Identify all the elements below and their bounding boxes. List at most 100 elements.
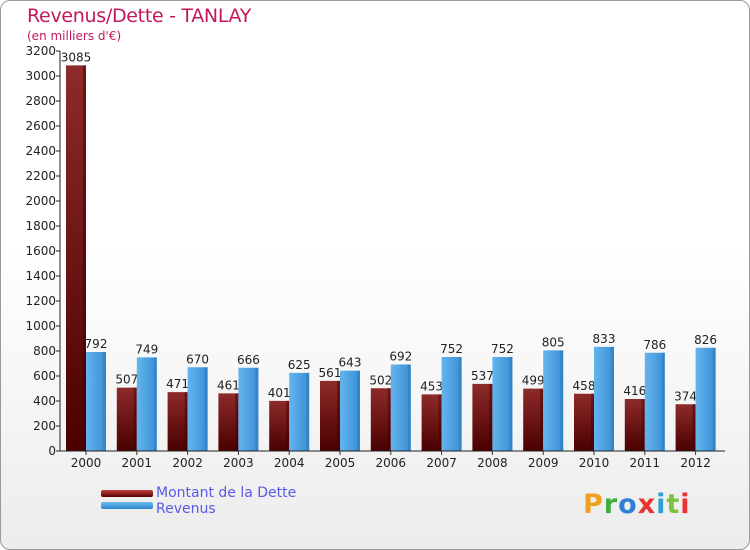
bar-revenus-2006: [390, 364, 411, 451]
bar-shade-revenus-2009: [560, 350, 564, 451]
legend-swatch-revenus: [101, 502, 153, 509]
bar-shade-dette-2000: [83, 65, 86, 451]
bar-revenus-2009: [543, 350, 564, 451]
y-tick-label: 1800: [25, 219, 56, 233]
x-tick-label: 2010: [579, 456, 610, 470]
y-tick-label: 200: [33, 419, 56, 433]
bar-dette-2004: [269, 400, 290, 451]
bar-shade-revenus-2008: [509, 357, 513, 451]
value-label-revenus-2002: 670: [186, 352, 209, 366]
bar-shade-revenus-2005: [357, 370, 360, 451]
bar-revenus-2010: [594, 346, 614, 451]
bar-dette-2005: [320, 380, 340, 451]
y-tick-label: 1200: [25, 294, 56, 308]
chart-title: Revenus/Dette - TANLAY: [27, 5, 252, 27]
bar-shade-dette-2006: [387, 388, 391, 451]
logo-letter: P: [583, 489, 604, 520]
bar-revenus-2005: [340, 370, 360, 451]
value-label-dette-2003: 461: [217, 378, 240, 392]
value-label-dette-2005: 561: [319, 366, 342, 380]
bar-revenus-2011: [644, 352, 665, 451]
bar-shade-dette-2001: [133, 387, 137, 451]
value-label-revenus-2003: 666: [237, 353, 260, 367]
y-tick-label: 400: [33, 394, 56, 408]
logo-letter: t: [666, 489, 681, 520]
value-label-revenus-2006: 692: [389, 350, 412, 364]
bar-shade-revenus-2001: [153, 357, 157, 451]
logo-letter: i: [680, 489, 691, 520]
bar-shade-dette-2012: [692, 404, 696, 451]
value-label-revenus-2007: 752: [440, 342, 463, 356]
bar-dette-2002: [167, 392, 188, 451]
value-label-dette-2001: 507: [115, 373, 138, 387]
bar-revenus-2001: [136, 357, 157, 451]
bar-dette-2003: [218, 393, 239, 451]
legend-label-revenus: Revenus: [156, 501, 216, 517]
logo-letter: i: [656, 489, 667, 520]
bar-dette-2008: [472, 383, 493, 451]
y-tick-label: 600: [33, 369, 56, 383]
bar-shade-revenus-2004: [306, 372, 310, 451]
y-tick-label: 0: [48, 444, 56, 458]
value-label-revenus-2009: 805: [542, 335, 565, 349]
bar-revenus-2002: [187, 367, 208, 451]
bar-shade-dette-2008: [489, 383, 493, 451]
bar-shade-dette-2009: [540, 388, 544, 451]
bar-revenus-2003: [238, 367, 259, 451]
logo-letter: r: [603, 489, 619, 520]
bar-shade-revenus-2011: [661, 352, 665, 451]
bar-shade-revenus-2002: [204, 367, 208, 451]
y-tick-label: 1400: [25, 269, 56, 283]
value-label-dette-2006: 502: [369, 373, 392, 387]
value-label-dette-2002: 471: [166, 377, 189, 391]
value-label-revenus-2005: 643: [339, 356, 362, 370]
x-tick-label: 2009: [528, 456, 559, 470]
bar-dette-2001: [116, 387, 137, 451]
value-label-dette-2011: 416: [623, 384, 646, 398]
bar-dette-2000: [66, 65, 86, 451]
x-tick-label: 2008: [477, 456, 508, 470]
bar-revenus-2000: [86, 352, 106, 451]
x-tick-label: 2002: [172, 456, 203, 470]
x-tick-label: 2000: [71, 456, 102, 470]
legend-swatch-dette: [101, 490, 153, 497]
y-tick-label: 1000: [25, 319, 56, 333]
bar-dette-2012: [675, 404, 696, 451]
y-tick-label: 800: [33, 344, 56, 358]
value-label-revenus-2011: 786: [643, 338, 666, 352]
x-tick-label: 2005: [325, 456, 356, 470]
value-label-dette-2008: 537: [471, 369, 494, 383]
bar-dette-2011: [624, 399, 645, 451]
bar-shade-revenus-2012: [712, 347, 716, 451]
x-tick-label: 2011: [630, 456, 661, 470]
bar-shade-dette-2002: [184, 392, 188, 451]
bar-shade-revenus-2000: [103, 352, 106, 451]
bar-shade-dette-2003: [235, 393, 239, 451]
x-tick-label: 2003: [223, 456, 254, 470]
y-tick-label: 2200: [25, 169, 56, 183]
bar-shade-revenus-2006: [407, 364, 411, 451]
x-tick-label: 2012: [680, 456, 711, 470]
bar-shade-revenus-2010: [611, 346, 614, 451]
bar-dette-2010: [574, 393, 594, 451]
value-label-dette-2009: 499: [522, 374, 545, 388]
y-tick-label: 2400: [25, 144, 56, 158]
bar-shade-dette-2010: [591, 393, 594, 451]
y-tick-label: 1600: [25, 244, 56, 258]
bar-shade-revenus-2003: [255, 367, 259, 451]
bar-revenus-2007: [441, 357, 462, 451]
value-label-revenus-2008: 752: [491, 342, 514, 356]
bar-shade-revenus-2007: [458, 357, 462, 451]
bar-shade-dette-2007: [438, 394, 442, 451]
x-tick-label: 2001: [122, 456, 153, 470]
y-tick-label: 3000: [25, 69, 56, 83]
y-tick-label: 2800: [25, 94, 56, 108]
bar-shade-dette-2004: [286, 400, 290, 451]
y-tick-label: 2600: [25, 119, 56, 133]
value-label-revenus-2001: 749: [135, 342, 158, 356]
bar-revenus-2004: [289, 372, 310, 451]
value-label-dette-2010: 458: [573, 379, 596, 393]
x-tick-label: 2004: [274, 456, 305, 470]
value-label-dette-2012: 374: [674, 389, 697, 403]
